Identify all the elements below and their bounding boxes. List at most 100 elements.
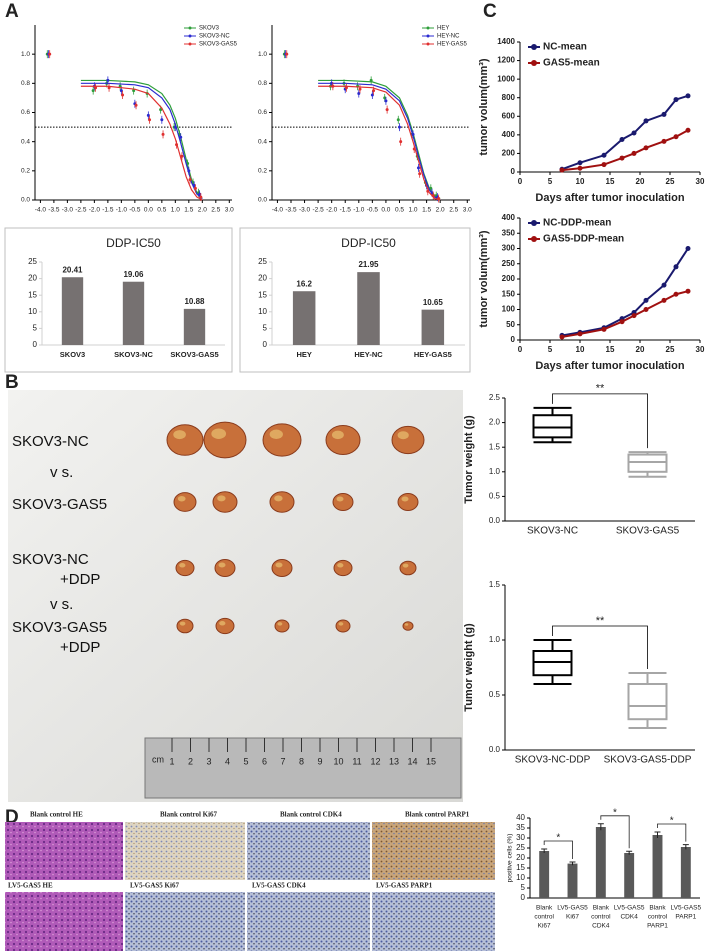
- box: [532, 414, 573, 439]
- y-tick-label: 200: [502, 274, 516, 283]
- y-tick-label: 300: [502, 244, 516, 253]
- point: [429, 186, 433, 190]
- y-tick-label: 10: [28, 307, 37, 316]
- y-tick-label: 0: [511, 335, 516, 344]
- y-tick-label: 1200: [497, 56, 515, 65]
- ruler: [144, 737, 462, 799]
- fit-curve: [318, 82, 441, 201]
- y-tick-label: 5: [263, 324, 268, 333]
- x-tick-label: 2.5: [211, 207, 220, 214]
- value-label: 21.95: [358, 260, 379, 269]
- ruler-number: 12: [370, 756, 380, 766]
- x-tick-label: -2.5: [313, 207, 325, 214]
- histology-label: Blank control Ki67: [160, 811, 218, 819]
- whisker: [533, 675, 572, 685]
- panel-label: C: [483, 1, 497, 22]
- point: [187, 169, 191, 173]
- legend-marker: [188, 34, 192, 38]
- tumor-highlight: [338, 622, 344, 626]
- tumor-highlight: [337, 563, 344, 568]
- bar: [357, 272, 380, 345]
- point: [643, 297, 649, 303]
- x-tick-label: control: [534, 914, 554, 921]
- y-tick-label: 1.0: [489, 467, 501, 476]
- ruler-number: 3: [206, 756, 211, 766]
- point: [396, 118, 400, 122]
- y-tick-label: 0.5: [489, 690, 501, 699]
- legend-marker: [188, 42, 192, 46]
- whisker: [628, 672, 667, 684]
- x-tick-label: PARP1: [675, 914, 696, 921]
- point: [685, 246, 691, 251]
- x-tick-label: -4.0: [272, 207, 284, 214]
- tumor: [215, 617, 235, 635]
- y-tick-label: 400: [502, 130, 516, 139]
- x-tick-label: SKOV3-GAS5: [170, 350, 218, 359]
- x-tick-label: -1.5: [102, 207, 114, 214]
- y-tick-label: 0.0: [21, 197, 30, 204]
- x-tick-label: 30: [696, 345, 705, 354]
- point: [643, 307, 649, 312]
- y-tick-label: 0.0: [489, 745, 501, 754]
- point: [685, 93, 691, 99]
- chart-title: DDP-IC50: [106, 236, 161, 250]
- y-tick-label: 25: [258, 257, 267, 266]
- tumor: [175, 559, 195, 577]
- significance-label: *: [613, 807, 617, 818]
- photo-label: SKOV3-GAS5: [12, 496, 107, 513]
- tumor: [214, 559, 236, 577]
- histology-image: [5, 822, 123, 880]
- tumor: [335, 619, 351, 633]
- histology-label: Blank control CDK4: [280, 811, 342, 819]
- point: [175, 143, 179, 147]
- point: [134, 103, 138, 107]
- histology-image: [372, 892, 495, 951]
- ruler-number: 4: [225, 756, 230, 766]
- y-tick-label: 0.6: [21, 109, 30, 116]
- tumor: [274, 619, 290, 633]
- x-tick-label: -3.5: [48, 207, 60, 214]
- x-tick-label: 5: [548, 345, 553, 354]
- y-tick-label: 400: [502, 213, 516, 222]
- point: [180, 154, 184, 158]
- x-tick-label: -2.5: [75, 207, 87, 214]
- y-tick-label: 15: [28, 290, 37, 299]
- point: [188, 178, 192, 182]
- tumor: [176, 618, 194, 634]
- tumor-highlight: [401, 496, 409, 502]
- y-tick-label: 0: [511, 167, 516, 176]
- y-tick-label: 10: [258, 307, 267, 316]
- tumor: [173, 492, 197, 512]
- point: [673, 134, 679, 140]
- ruler-number: 15: [426, 756, 436, 766]
- x-tick-label: -3.0: [62, 207, 74, 214]
- point: [179, 135, 183, 139]
- point: [661, 282, 667, 288]
- photo-label: SKOV3-NC: [12, 551, 89, 568]
- x-tick-label: 25: [666, 345, 675, 354]
- x-tick-label: SKOV3-GAS5-DDP: [604, 755, 692, 766]
- ruler-numbers: 1 2 3 4 5 6 7 8 9 10 11 12 13 14 15: [169, 738, 436, 766]
- tumor: [269, 491, 295, 513]
- tumor-highlight: [397, 431, 409, 440]
- x-tick-label: SKOV3-NC: [114, 350, 153, 359]
- whisker: [533, 406, 572, 416]
- x-tick-label: SKOV3: [60, 350, 85, 359]
- tumor-highlight: [173, 430, 186, 440]
- histology-label: Blank control PARP1: [405, 811, 470, 819]
- photo-label: +DDP: [60, 639, 100, 656]
- x-tick-label: SKOV3-NC: [527, 526, 578, 537]
- whisker: [533, 639, 572, 651]
- point: [643, 118, 649, 124]
- tumors: [166, 421, 425, 635]
- point: [426, 189, 430, 193]
- point: [673, 97, 679, 103]
- x-tick-label: -1.5: [340, 207, 352, 214]
- histology-image: [247, 892, 370, 951]
- error-bar: [626, 850, 633, 855]
- point: [148, 118, 152, 122]
- x-tick-label: LV5-GAS5: [614, 905, 645, 912]
- ruler-number: 1: [169, 756, 174, 766]
- bar: [183, 308, 206, 345]
- tumor-highlight: [404, 623, 409, 626]
